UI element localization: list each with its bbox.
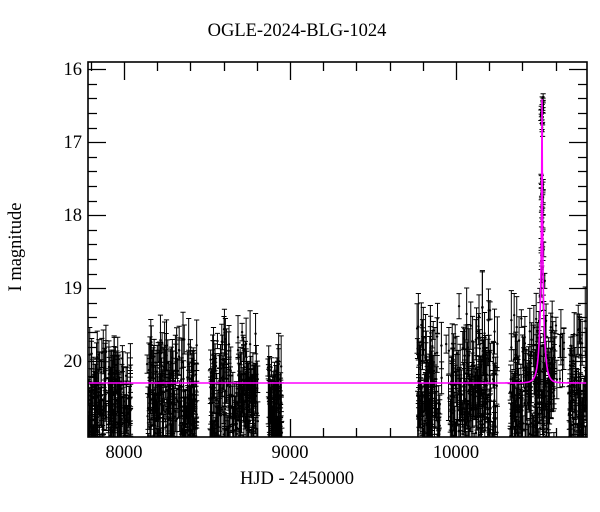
- y-tick-label-17: 17: [63, 133, 83, 153]
- y-tick-label-20: 20: [63, 352, 83, 372]
- x-tick-label-8000: 8000: [105, 443, 143, 463]
- y-tick-label-19: 19: [63, 279, 83, 299]
- y-tick-label-18: 18: [63, 206, 83, 226]
- plot-title: OGLE-2024-BLG-1024: [207, 21, 387, 41]
- x-tick-label-10000: 10000: [432, 443, 480, 463]
- x-tick-label-9000: 9000: [271, 443, 309, 463]
- x-axis-label: HJD - 2450000: [239, 469, 355, 489]
- y-tick-label-16: 16: [63, 60, 83, 80]
